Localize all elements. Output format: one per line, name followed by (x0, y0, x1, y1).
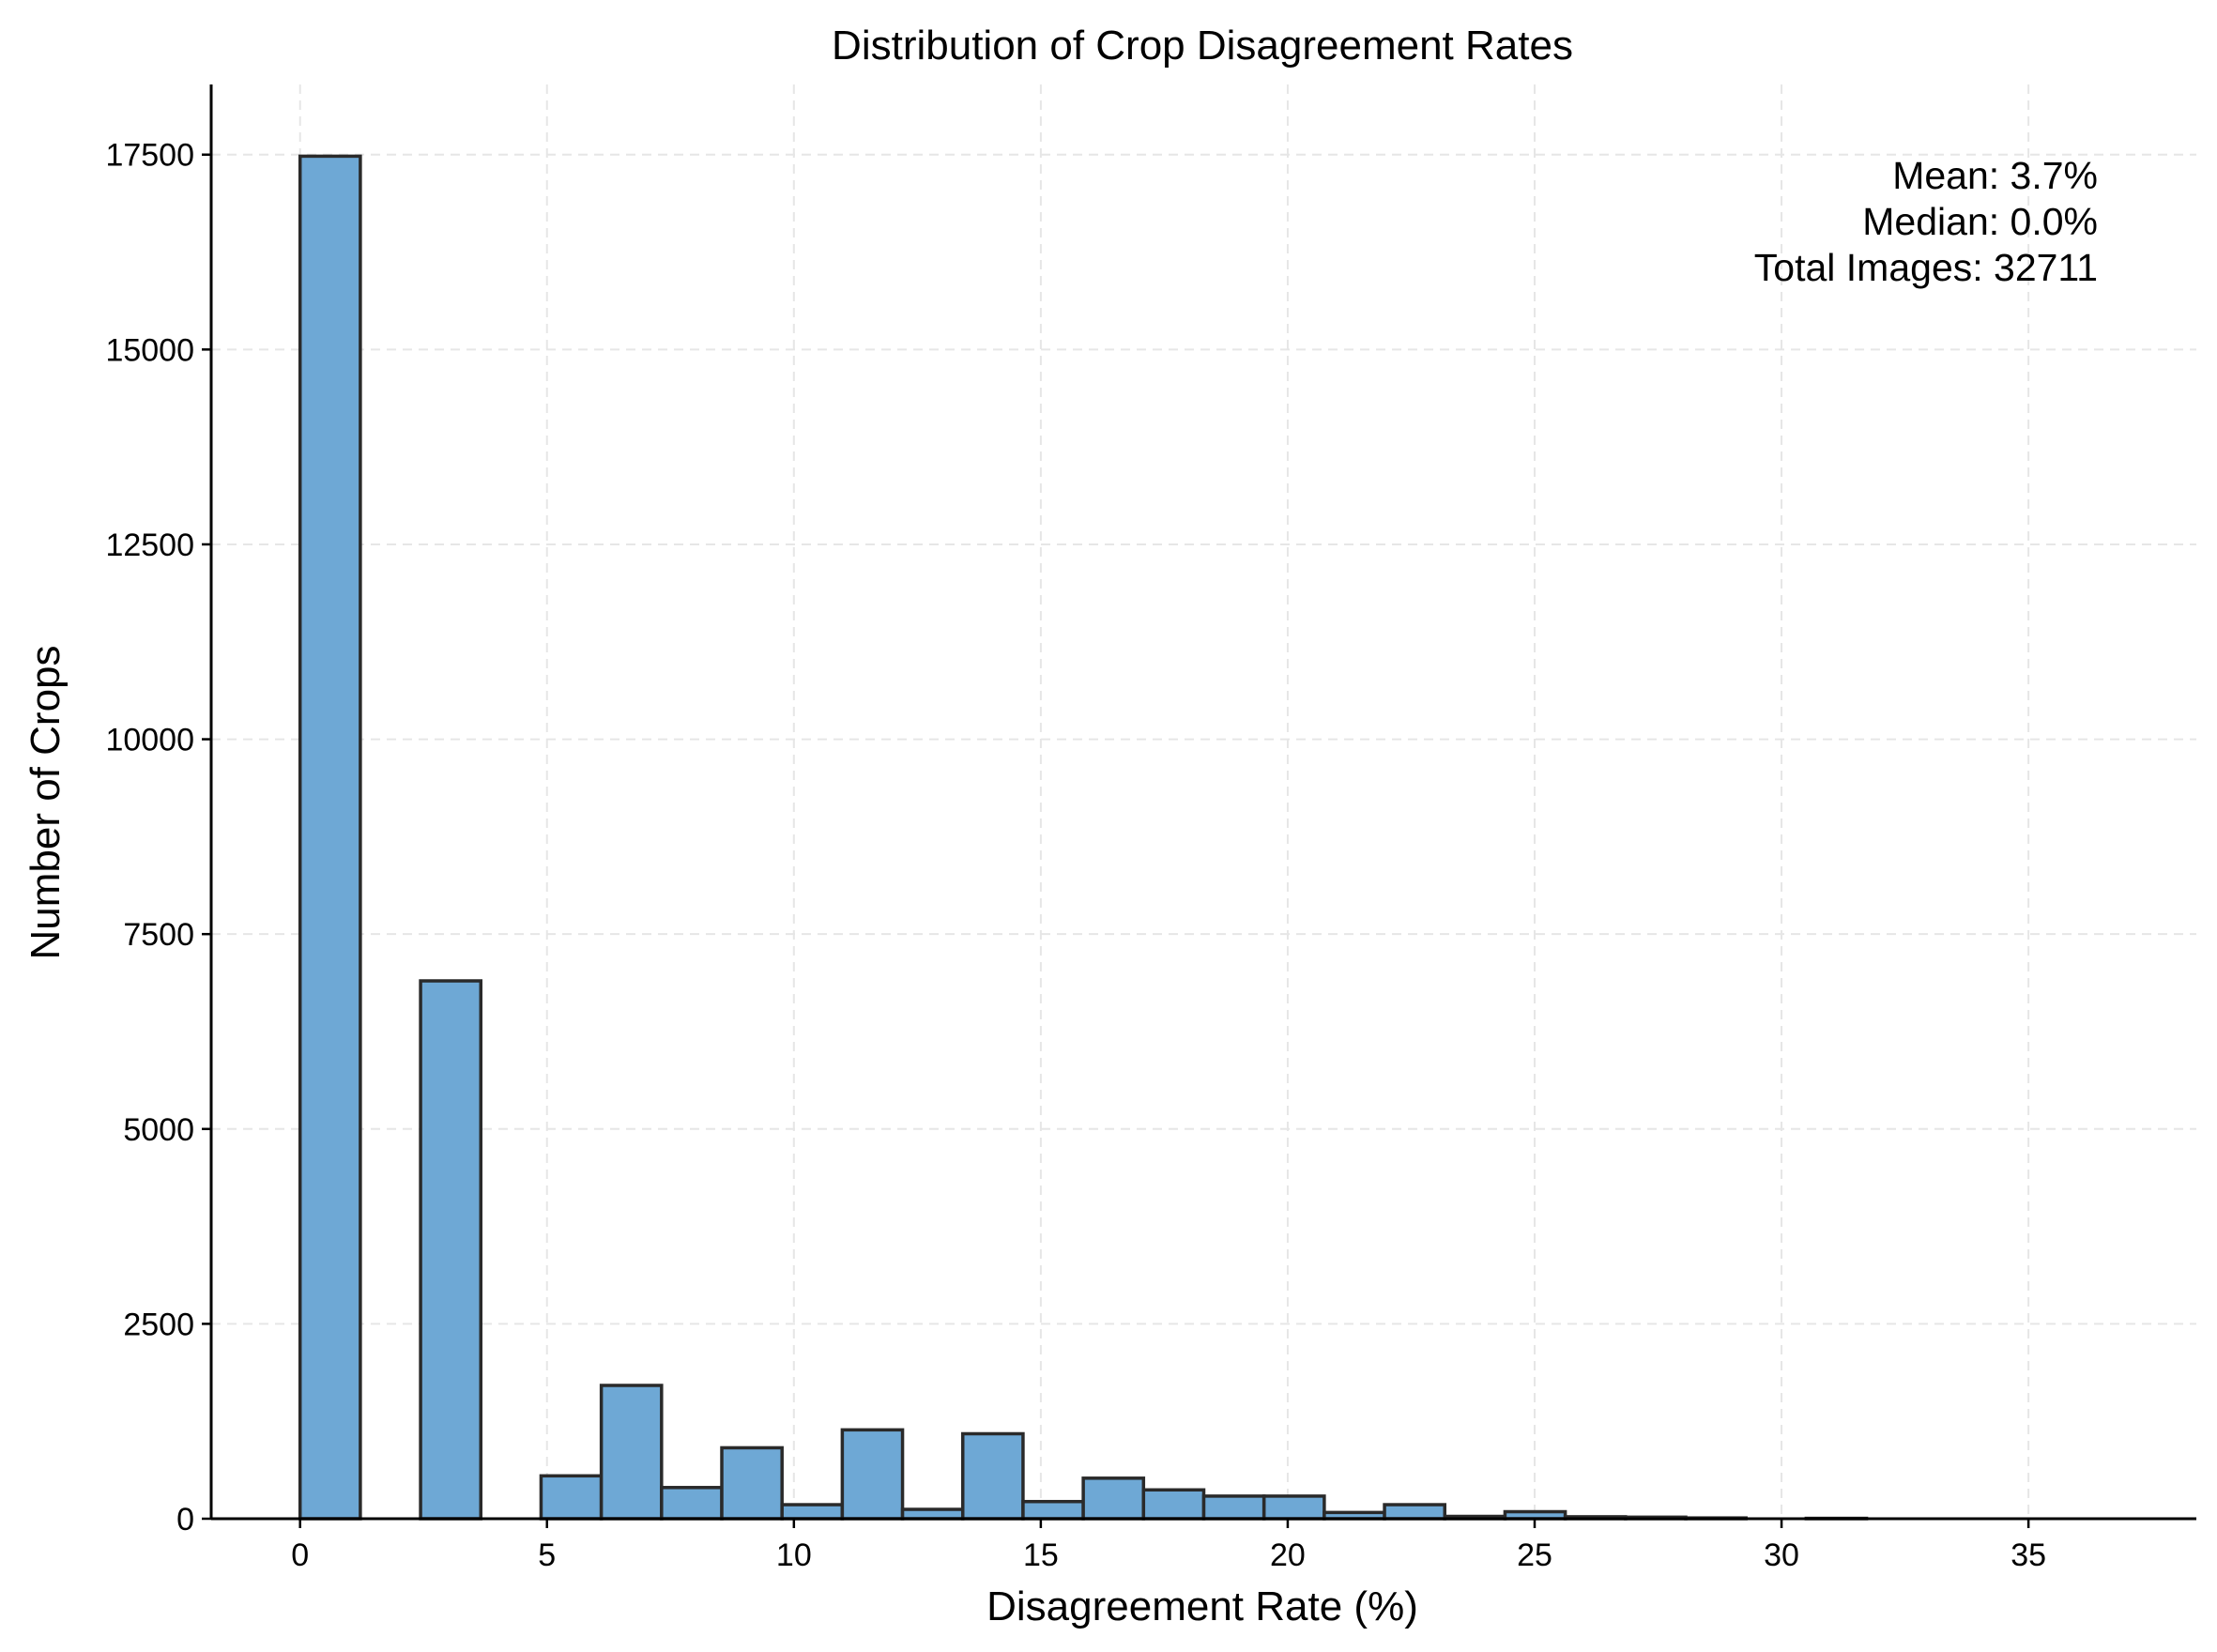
histogram-bars (298, 154, 1869, 1521)
y-tick-label: 5000 (123, 1112, 194, 1148)
y-tick-label: 17500 (105, 138, 194, 174)
histogram-bar (1201, 1494, 1266, 1521)
y-tick-label: 2500 (123, 1307, 194, 1342)
stat-median: Median: 0.0% (1862, 200, 2098, 243)
y-tick-label: 12500 (105, 528, 194, 563)
y-tick-label: 15000 (105, 332, 194, 368)
y-tick-label: 10000 (105, 723, 194, 758)
x-tick-label: 35 (2011, 1537, 2046, 1573)
histogram-bar (1021, 1499, 1085, 1521)
histogram-bar (660, 1486, 724, 1521)
x-tick-label: 10 (776, 1537, 812, 1573)
tick-labels: 0 5 10 15 20 25 30 35 0 2500 5000 7500 10000 12500 150… (105, 138, 2046, 1573)
x-axis-title: Disagreement Rate (%) (986, 1583, 1418, 1629)
y-axis-title: Number of Crops (23, 645, 69, 959)
histogram-bar (419, 979, 483, 1521)
histogram-bar (1261, 1494, 1326, 1521)
x-tick-label: 5 (538, 1537, 556, 1573)
histogram-bar (780, 1503, 845, 1521)
x-tick-label: 30 (1764, 1537, 1799, 1573)
stat-mean: Mean: 3.7% (1892, 154, 2098, 197)
histogram-bar (961, 1431, 1025, 1521)
histogram-bar (599, 1384, 664, 1521)
axes (209, 84, 2196, 1521)
chart-title: Distribution of Crop Disagreement Rates (832, 23, 1573, 69)
x-tick-label: 15 (1023, 1537, 1059, 1573)
x-tick-label: 25 (1517, 1537, 1552, 1573)
stat-total-images: Total Images: 32711 (1754, 246, 2098, 289)
histogram-bar (539, 1474, 604, 1521)
histogram-bar (298, 154, 362, 1521)
x-tick-label: 20 (1270, 1537, 1306, 1573)
y-tick-label: 7500 (123, 917, 194, 953)
histogram-bar (840, 1428, 905, 1521)
y-tick-label: 0 (176, 1502, 194, 1537)
x-tick-label: 0 (291, 1537, 309, 1573)
grid-lines (211, 84, 2196, 1520)
histogram-bar (720, 1446, 784, 1521)
histogram-bar (1081, 1476, 1146, 1521)
histogram-bar (1383, 1503, 1446, 1521)
histogram-bar (1141, 1488, 1206, 1521)
